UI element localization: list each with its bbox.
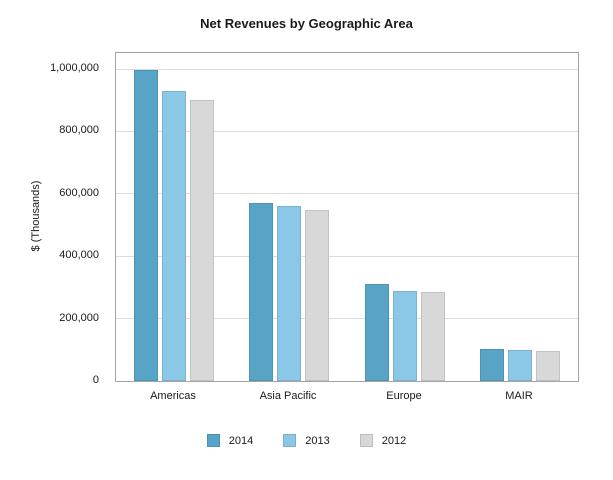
gridline bbox=[116, 255, 578, 257]
legend-label: 2012 bbox=[381, 434, 407, 447]
legend-item: 2012 bbox=[359, 434, 407, 447]
bar bbox=[249, 203, 273, 381]
bar bbox=[190, 100, 214, 381]
bar bbox=[305, 210, 329, 381]
legend-label: 2013 bbox=[305, 434, 330, 447]
y-tick-label: 200,000 bbox=[59, 311, 99, 324]
legend-swatch bbox=[283, 434, 297, 447]
y-tick-label: 0 bbox=[92, 374, 99, 386]
bar bbox=[134, 70, 158, 381]
x-tick-label: Europe bbox=[386, 390, 422, 402]
bar bbox=[421, 292, 445, 381]
gridline bbox=[116, 130, 578, 132]
chart-title: Net Revenues by Geographic Area bbox=[200, 16, 413, 31]
gridline bbox=[116, 318, 578, 320]
legend-item: 2013 bbox=[283, 434, 330, 447]
bar bbox=[480, 349, 504, 381]
bar bbox=[393, 291, 417, 381]
x-tick-label: MAIR bbox=[505, 390, 533, 402]
legend-swatch bbox=[206, 434, 220, 447]
y-tick-label: 400,000 bbox=[59, 249, 99, 262]
legend-item: 2014 bbox=[206, 434, 254, 447]
legend: 2014 2013 2012 bbox=[0, 434, 613, 447]
legend-label: 2014 bbox=[228, 434, 254, 447]
bar bbox=[277, 206, 301, 381]
bar bbox=[162, 91, 186, 381]
plot-area bbox=[115, 52, 579, 382]
gridline bbox=[116, 193, 578, 195]
y-tick-label: 800,000 bbox=[59, 124, 99, 137]
legend-swatch bbox=[359, 434, 373, 447]
x-tick-label: Americas bbox=[150, 390, 196, 402]
bar bbox=[536, 351, 560, 381]
bar bbox=[365, 284, 389, 381]
y-axis-tick-labels: 0 200,000 400,000 600,000 800,000 1,000,000 bbox=[0, 52, 107, 386]
y-tick-label: 1,000,000 bbox=[50, 62, 99, 74]
y-tick-label: 600,000 bbox=[59, 186, 99, 199]
x-tick-label: Asia Pacific bbox=[259, 390, 317, 402]
bar bbox=[508, 350, 532, 381]
x-axis-category-labels: Americas Asia Pacific Europe MAIR bbox=[115, 390, 577, 406]
gridline bbox=[116, 68, 578, 70]
